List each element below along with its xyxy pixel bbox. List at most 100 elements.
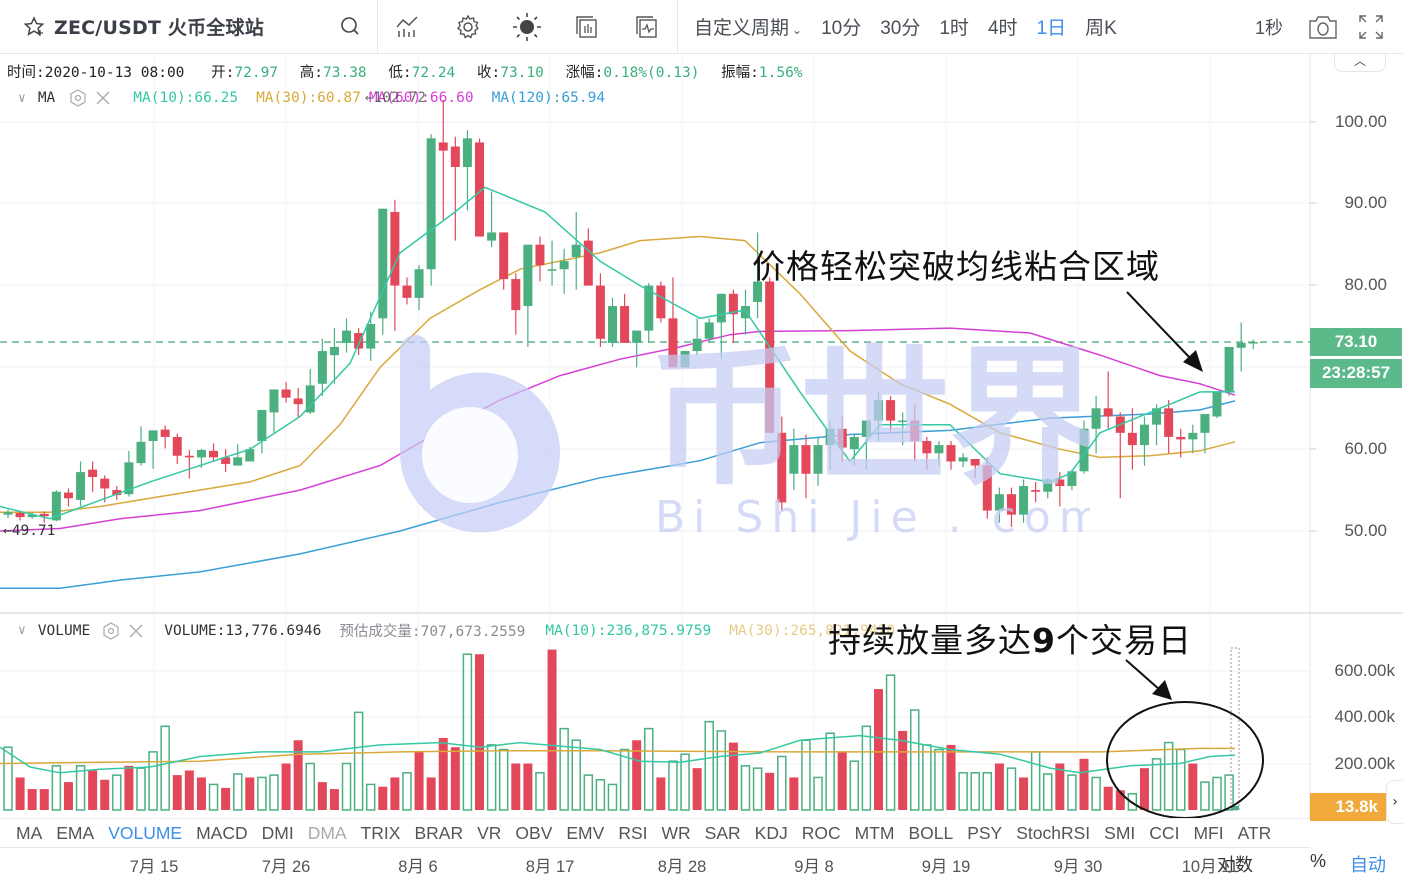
indicator-tab-rsi[interactable]: RSI	[618, 822, 648, 843]
refresh-rate[interactable]: 1秒	[1254, 17, 1283, 38]
template-button[interactable]	[617, 0, 677, 54]
ohlc-info-bar: 时间:2020-10-13 08:00 开:72.97 高:73.38 低:72…	[7, 65, 803, 81]
candle-up	[378, 208, 388, 319]
candle-down	[184, 455, 194, 458]
candle-up	[873, 400, 883, 421]
candle-down	[886, 400, 896, 421]
volume-bar-down	[39, 789, 49, 810]
fullscreen-icon[interactable]	[1357, 13, 1385, 41]
volume-bar-up	[3, 746, 13, 811]
volume-bar-down	[898, 730, 908, 810]
time-axis[interactable]: 对数 % 自动 7月 15 7月 26 8月 6 8月 17 8月 28 9月 8 9月 1…	[0, 849, 1403, 876]
indicator-tab-ema[interactable]: EMA	[56, 822, 95, 843]
theme-toggle-button[interactable]	[498, 0, 558, 54]
collapse-chevron-icon[interactable]: ∨	[18, 90, 26, 106]
candle-up	[1212, 391, 1222, 417]
period-30min[interactable]: 30分	[880, 18, 921, 39]
volume-bar-up	[970, 772, 980, 811]
collapse-chevron-icon[interactable]: ∨	[18, 623, 26, 638]
candle-down	[1127, 432, 1137, 446]
volume-bar-up	[934, 748, 944, 811]
candle-down	[595, 285, 605, 339]
date-tick: 9月 19	[921, 858, 971, 876]
candle-down	[970, 459, 980, 466]
period-10min[interactable]: 10分	[821, 18, 862, 39]
indicator-tab-ma[interactable]: MA	[16, 822, 43, 843]
camera-icon[interactable]	[1307, 14, 1339, 40]
indicator-tab-volume[interactable]: VOLUME	[108, 822, 183, 843]
date-tick: 10月 11	[1181, 858, 1239, 876]
period-1d[interactable]: 1日	[1036, 18, 1067, 39]
volume-bar-down	[1055, 763, 1065, 810]
auto-scale-toggle[interactable]: 自动	[1350, 855, 1386, 875]
indicator-tab-roc[interactable]: ROC	[801, 822, 841, 843]
volume-bar-up	[1067, 774, 1077, 811]
volume-bar-down	[728, 742, 738, 810]
candle-up	[269, 389, 279, 413]
date-tick: 8月 28	[657, 858, 707, 876]
indicator-tab-brar[interactable]: BRAR	[414, 822, 464, 843]
settings-button[interactable]	[438, 0, 498, 54]
indicator-button[interactable]	[378, 0, 438, 54]
candle-up	[958, 457, 968, 462]
kline-chart[interactable]	[0, 54, 1403, 819]
expand-panel-button[interactable]: ›	[1386, 780, 1403, 824]
indicator-tab-emv[interactable]: EMV	[566, 822, 605, 843]
ma-settings-icon[interactable]	[69, 89, 87, 107]
indicator-tab-smi[interactable]: SMI	[1104, 822, 1136, 843]
indicator-tab-dmi[interactable]: DMI	[261, 822, 294, 843]
candle-up	[487, 232, 497, 241]
candle-down	[1006, 494, 1016, 515]
volume-bar-up	[849, 760, 860, 811]
open-value: 72.97	[234, 65, 279, 81]
volume-settings-icon[interactable]	[102, 621, 120, 640]
period-week[interactable]: 周K	[1085, 18, 1117, 39]
indicator-tab-mtm[interactable]: MTM	[854, 822, 895, 843]
ma-close-icon[interactable]	[95, 90, 111, 106]
log-scale-toggle[interactable]: 对数	[1217, 855, 1253, 875]
candle-up	[1139, 424, 1149, 446]
candle-up	[245, 449, 255, 462]
volume-bar-up	[1127, 792, 1138, 811]
indicator-tab-psy[interactable]: PSY	[967, 822, 1003, 843]
volume-ma30-line	[0, 747, 1235, 765]
layout-button[interactable]	[557, 0, 617, 54]
indicator-tab-obv[interactable]: OBV	[515, 822, 553, 843]
indicator-tab-mfi[interactable]: MFI	[1193, 822, 1224, 843]
indicator-tab-macd[interactable]: MACD	[196, 822, 248, 843]
indicator-tab-cci[interactable]: CCI	[1149, 822, 1180, 843]
indicator-tab-trix[interactable]: TRIX	[360, 822, 401, 843]
indicator-tab-dma[interactable]: DMA	[307, 822, 347, 843]
candle-down	[765, 281, 775, 433]
chevron-right-icon: ›	[1392, 794, 1398, 810]
percent-scale-toggle[interactable]: %	[1310, 851, 1327, 871]
candle-down	[801, 445, 811, 474]
candle-up	[1091, 408, 1101, 429]
volume-tick: 400.00k	[1334, 707, 1396, 726]
scroll-up-button[interactable]: ︿	[1334, 54, 1386, 72]
volume-bar-up	[619, 748, 630, 811]
candle-down	[982, 465, 992, 511]
favorite-star-icon[interactable]	[22, 15, 46, 39]
volume-close-icon[interactable]	[128, 623, 144, 639]
volume-tick: 200.00k	[1334, 754, 1396, 773]
period-custom[interactable]: 自定义周期 ⌄	[694, 18, 803, 39]
volume-bar-down	[1139, 768, 1149, 810]
volume-bar-down	[475, 654, 485, 810]
indicator-tab-vr[interactable]: VR	[477, 822, 502, 843]
volume-bar-down	[1188, 763, 1198, 810]
indicator-tab-stochrsi[interactable]: StochRSI	[1016, 822, 1091, 843]
indicator-tab-sar[interactable]: SAR	[704, 822, 741, 843]
search-icon[interactable]	[339, 15, 361, 37]
candle-down	[39, 513, 49, 517]
period-4h[interactable]: 4时	[987, 18, 1018, 39]
period-1h[interactable]: 1时	[939, 18, 969, 39]
indicator-tab-kdj[interactable]: KDJ	[754, 822, 788, 843]
indicator-tab-boll[interactable]: BOLL	[908, 822, 954, 843]
volume-bar-up	[535, 772, 545, 811]
indicator-tab-wr[interactable]: WR	[661, 822, 691, 843]
volume-bar-up	[148, 751, 158, 811]
indicator-tab-atr[interactable]: ATR	[1237, 822, 1272, 843]
date-tick: 9月 8	[794, 858, 834, 876]
symbol-title[interactable]: ZEC/USDT 火币全球站	[54, 17, 264, 39]
